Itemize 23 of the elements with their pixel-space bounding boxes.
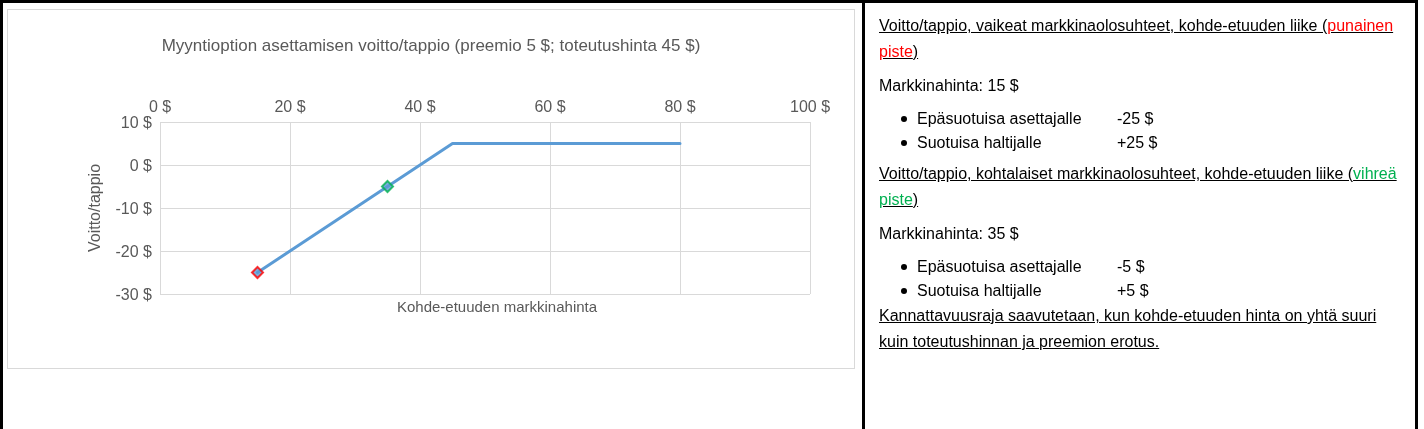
text: Kannattavuusraja saavutetaan, kun kohde-etuuden hinta on yhtä suuri kuin toteutushinnan ja preemion erotus.: [879, 306, 1378, 352]
chart-title: Myyntioption asettamisen voitto/tappio (preemio 5 $; toteutushinta 45 $): [161, 36, 701, 55]
text: Suotuisa haltijalle +25 $: [917, 134, 1158, 151]
x-tick-label: 100 $: [789, 97, 831, 115]
text: Voitto/tappio, kohtalaiset markkinaolosuhteet, kohde-etuuden liike (vihreä piste): [879, 165, 1397, 208]
x-tick-label: 40 $: [404, 97, 436, 115]
x-tick-label: 20 $: [274, 97, 306, 115]
text: Voitto/tappio, vaikeat markkinaolosuhteet, kohde-etuuden liike (punainen piste): [879, 17, 1394, 60]
y-tick-label: -30 $: [115, 285, 153, 303]
text: Suotuisa haltijalle +5 $: [917, 282, 1149, 299]
text: Markkinahinta: 15 $: [879, 76, 1020, 96]
x-tick-label: 80 $: [664, 97, 696, 115]
x-axis-title: Kohde-etuuden markkinahinta: [396, 298, 598, 315]
y-tick-label: 10 $: [120, 113, 153, 131]
y-tick-label: 0 $: [129, 156, 153, 174]
x-tick-label: 60 $: [534, 97, 566, 115]
x-tick-label: 0 $: [148, 97, 172, 115]
y-tick-label: -20 $: [115, 242, 153, 260]
text: Markkinahinta: 35 $: [879, 224, 1020, 244]
text: Epäsuotuisa asettajalle -25 $: [917, 110, 1154, 127]
y-tick-label: -10 $: [115, 199, 153, 217]
text: Epäsuotuisa asettajalle -5 $: [917, 258, 1145, 275]
y-axis-title: Voitto/tappio: [85, 163, 103, 253]
